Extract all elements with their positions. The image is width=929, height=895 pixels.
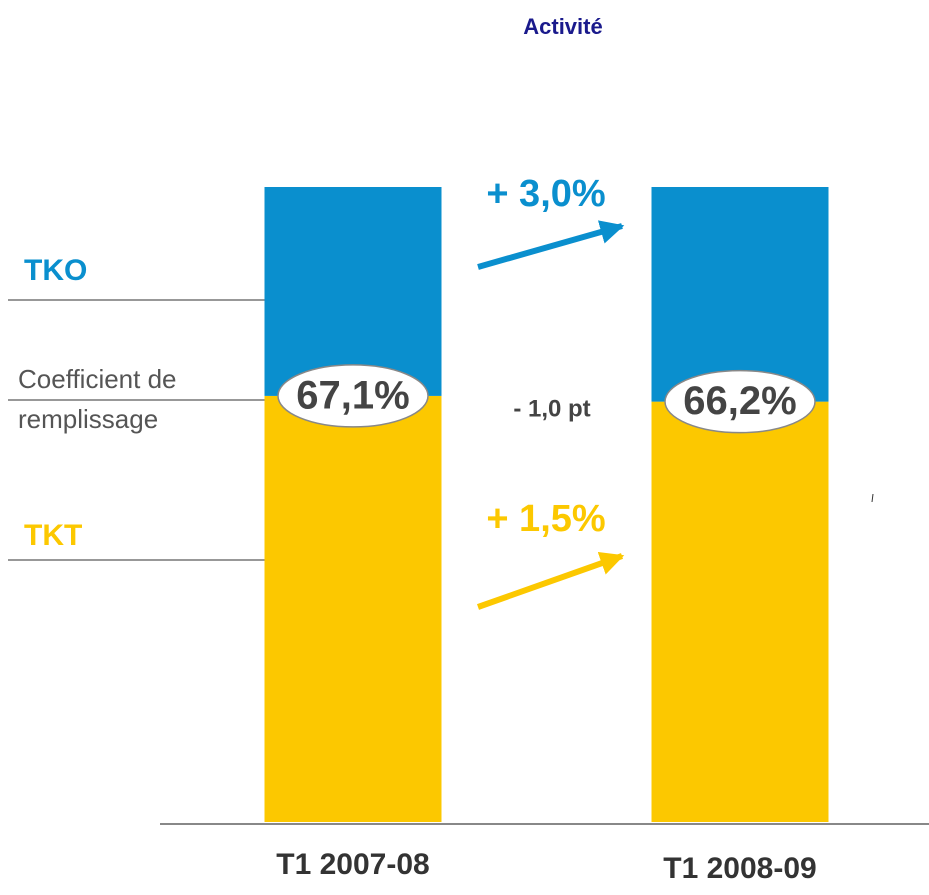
bar-segment xyxy=(651,401,829,822)
annotation: + 1,5% xyxy=(486,498,605,540)
chart-title: Activité xyxy=(523,14,602,39)
x-tick-label: T1 2007-08 xyxy=(276,848,429,881)
bar-segment xyxy=(651,187,829,402)
arrow xyxy=(477,220,625,270)
annotation: - 1,0 pt xyxy=(513,395,590,422)
label-bubble xyxy=(277,364,429,428)
arrow xyxy=(476,551,625,610)
legend-label: TKT xyxy=(24,519,82,552)
data-label: 67,1% xyxy=(296,373,409,417)
bar-segment xyxy=(264,395,442,822)
data-label: 66,2% xyxy=(683,379,796,423)
annotation: + 3,0% xyxy=(486,173,605,215)
annotation: remplissage xyxy=(18,404,158,434)
label-bubble xyxy=(664,369,816,434)
x-tick-label: T1 2008-09 xyxy=(663,852,816,885)
annotation: Coefficient de xyxy=(18,364,177,394)
bar-segment xyxy=(264,187,442,396)
stray-mark xyxy=(871,493,874,503)
legend-label: TKO xyxy=(24,254,87,287)
